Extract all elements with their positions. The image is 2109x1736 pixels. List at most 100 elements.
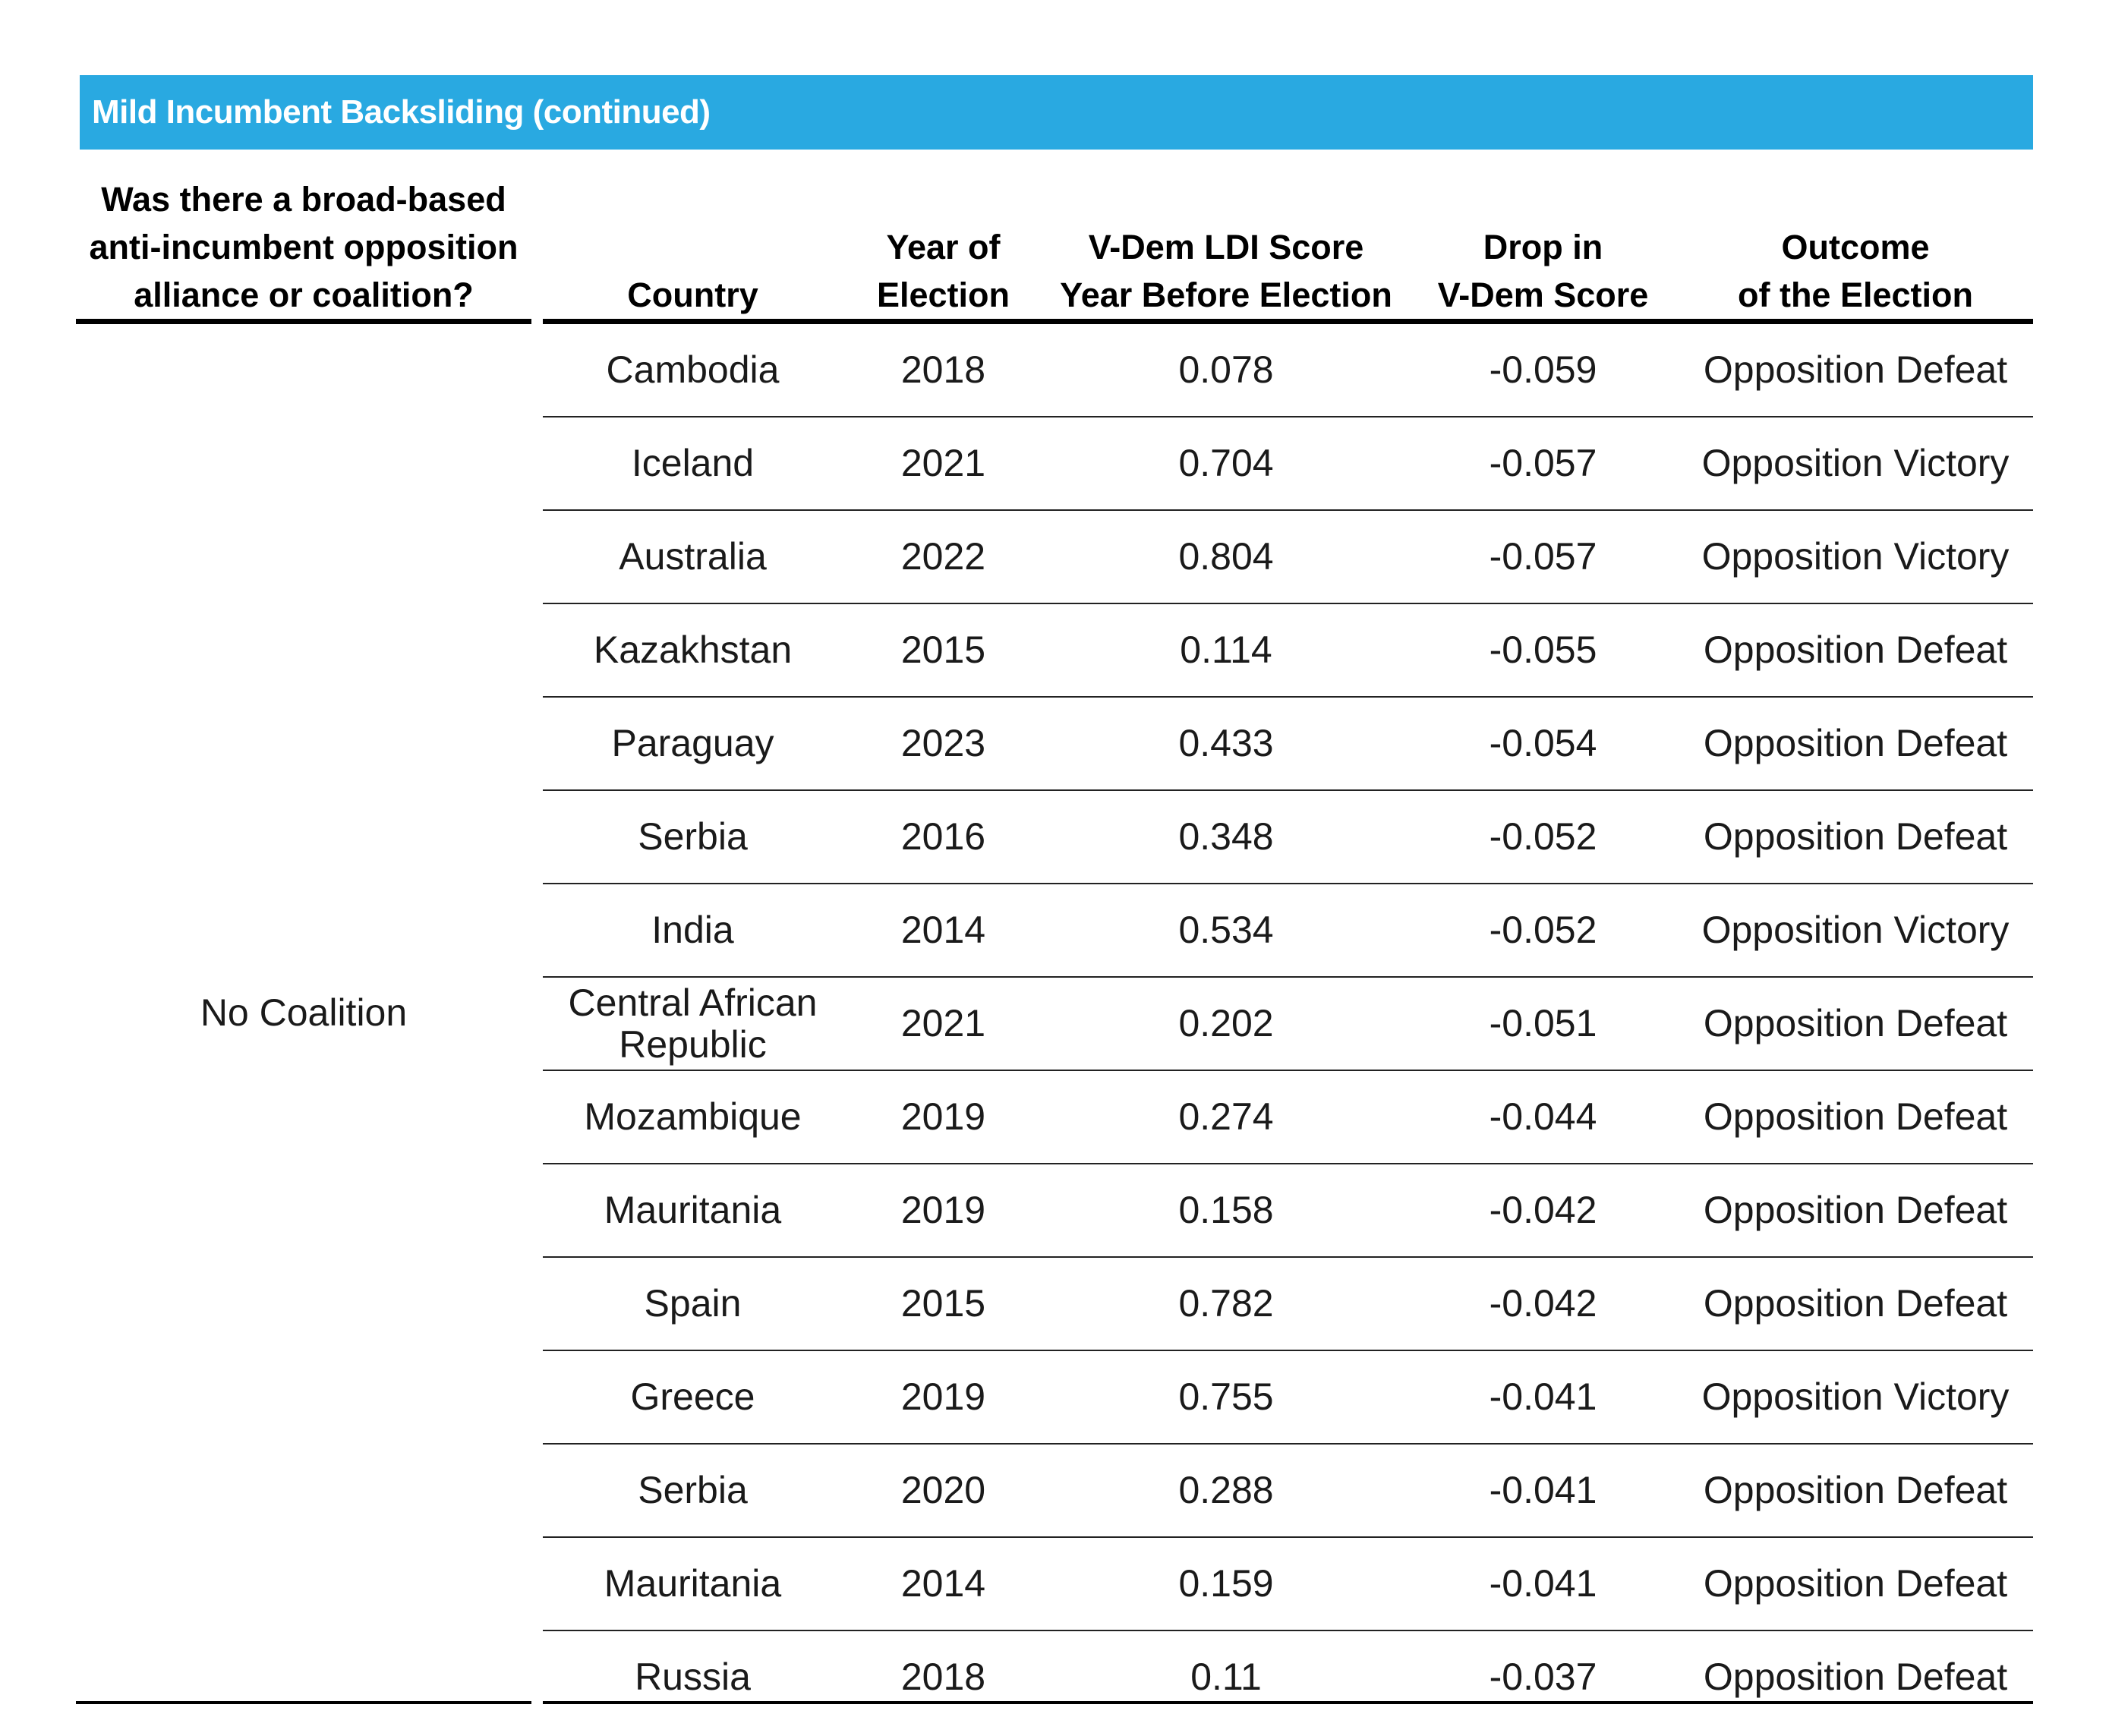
- coalition-header-line: anti-incumbent opposition: [89, 228, 519, 266]
- cell-ldi-score: 0.202: [1044, 977, 1408, 1071]
- table-row: Central African Republic 2021 0.202 -0.0…: [543, 977, 2033, 1071]
- column-header-label: V-Dem LDI Score: [1088, 228, 1364, 266]
- table-row: Mozambique 2019 0.274 -0.044 Opposition …: [543, 1070, 2033, 1164]
- column-header-score-drop: Drop in V-Dem Score: [1408, 173, 1678, 319]
- cell-ldi-score: 0.348: [1044, 790, 1408, 884]
- cell-score-drop: -0.042: [1408, 1164, 1678, 1258]
- column-header-outcome: Outcome of the Election: [1678, 173, 2033, 319]
- cell-year: 2019: [843, 1070, 1044, 1164]
- cell-country: Australia: [543, 510, 843, 604]
- cell-country: Mozambique: [543, 1070, 843, 1164]
- table-row: Spain 2015 0.782 -0.042 Opposition Defea…: [543, 1257, 2033, 1351]
- cell-country: Paraguay: [543, 697, 843, 791]
- cell-outcome: Opposition Defeat: [1703, 1656, 2008, 1698]
- cell-outcome: Opposition Defeat: [1678, 1257, 2033, 1351]
- cell-outcome: Opposition Defeat: [1678, 977, 2033, 1071]
- cell-year: 2023: [843, 697, 1044, 791]
- cell-country: Cambodia: [543, 324, 843, 417]
- cell-outcome: Opposition Defeat: [1678, 790, 2033, 884]
- cell-outcome: Opposition Defeat: [1678, 1444, 2033, 1538]
- cell-score-drop: -0.055: [1408, 603, 1678, 698]
- cell-country: Serbia: [543, 1444, 843, 1538]
- table-row: Mauritania 2019 0.158 -0.042 Opposition …: [543, 1164, 2033, 1258]
- cell-ldi-score: 0.804: [1044, 510, 1408, 604]
- table-body: Cambodia 2018 0.078 -0.059 Opposition De…: [543, 324, 2033, 1723]
- column-header-year: Year of Election: [843, 173, 1044, 319]
- cell-outcome: Opposition Defeat: [1678, 697, 2033, 791]
- cell-country: Mauritania: [543, 1537, 843, 1631]
- cell-score-drop: -0.041: [1408, 1350, 1678, 1445]
- coalition-group-label: No Coalition: [200, 991, 408, 1034]
- table-row: Australia 2022 0.804 -0.057 Opposition V…: [543, 510, 2033, 604]
- cell-score-drop: -0.044: [1408, 1070, 1678, 1164]
- table-row: Paraguay 2023 0.433 -0.054 Opposition De…: [543, 697, 2033, 791]
- cell-outcome: Opposition Defeat: [1678, 324, 2033, 417]
- cell-country: Greece: [543, 1350, 843, 1445]
- table-row: Serbia 2016 0.348 -0.052 Opposition Defe…: [543, 790, 2033, 884]
- cell-score-drop: -0.052: [1408, 884, 1678, 978]
- cell-score-drop: -0.037: [1489, 1656, 1597, 1698]
- cell-country: Kazakhstan: [543, 603, 843, 698]
- table-row: Russia 2018 0.11 -0.037 Opposition Defea…: [543, 1630, 2033, 1723]
- coalition-header-line: Was there a broad-based: [101, 180, 506, 219]
- cell-country: Iceland: [543, 417, 843, 511]
- cell-ldi-score: 0.114: [1044, 603, 1408, 698]
- cell-outcome: Opposition Victory: [1678, 884, 2033, 978]
- column-header-ldi-score: V-Dem LDI Score Year Before Election: [1044, 173, 1408, 319]
- cell-outcome: Opposition Victory: [1678, 417, 2033, 511]
- cell-country: Central African Republic: [543, 977, 843, 1071]
- cell-ldi-score: 0.078: [1044, 324, 1408, 417]
- cell-ldi-score: 0.274: [1044, 1070, 1408, 1164]
- header-underline-left: [76, 319, 531, 324]
- section-title-bar: Mild Incumbent Backsliding (continued): [80, 75, 2033, 150]
- table-row: Serbia 2020 0.288 -0.041 Opposition Defe…: [543, 1444, 2033, 1538]
- cell-ldi-score: 0.755: [1044, 1350, 1408, 1445]
- cell-ldi-score: 0.782: [1044, 1257, 1408, 1351]
- cell-ldi-score: 0.158: [1044, 1164, 1408, 1258]
- cell-ldi-score: 0.433: [1044, 697, 1408, 791]
- header-underline-right: [543, 319, 2033, 324]
- cell-year: 2015: [843, 1257, 1044, 1351]
- column-header-label: Year of: [886, 228, 1001, 266]
- cell-year: 2014: [843, 1537, 1044, 1631]
- table-row: Cambodia 2018 0.078 -0.059 Opposition De…: [543, 324, 2033, 417]
- cell-ldi-score: 0.704: [1044, 417, 1408, 511]
- cell-outcome: Opposition Defeat: [1678, 603, 2033, 698]
- column-header-label: Year Before Election: [1060, 276, 1392, 314]
- cell-score-drop: -0.057: [1408, 510, 1678, 604]
- cell-outcome: Opposition Defeat: [1678, 1537, 2033, 1631]
- cell-score-drop: -0.054: [1408, 697, 1678, 791]
- column-header-label: Drop in: [1483, 228, 1603, 266]
- cell-country: Serbia: [543, 790, 843, 884]
- cell-outcome: Opposition Victory: [1678, 1350, 2033, 1445]
- section-title: Mild Incumbent Backsliding (continued): [92, 93, 711, 131]
- table-row: India 2014 0.534 -0.052 Opposition Victo…: [543, 884, 2033, 978]
- cell-score-drop: -0.041: [1408, 1444, 1678, 1538]
- coalition-column-header: Was there a broad-based anti-incumbent o…: [76, 173, 531, 319]
- table-column-headers: Country Year of Election V-Dem LDI Score…: [543, 173, 2033, 319]
- cell-year: 2015: [843, 603, 1044, 698]
- table-row: Iceland 2021 0.704 -0.057 Opposition Vic…: [543, 417, 2033, 511]
- cell-ldi-score: 0.534: [1044, 884, 1408, 978]
- coalition-header-line: alliance or coalition?: [134, 276, 474, 314]
- cell-country: Spain: [543, 1257, 843, 1351]
- cell-ldi-score: 0.159: [1044, 1537, 1408, 1631]
- column-header-label: Country: [627, 276, 758, 314]
- cell-year: 2014: [843, 884, 1044, 978]
- table-row: Mauritania 2014 0.159 -0.041 Opposition …: [543, 1537, 2033, 1631]
- table-bottom-rule-left: [76, 1701, 531, 1704]
- table-bottom-rule-right: [543, 1701, 2033, 1704]
- cell-score-drop: -0.052: [1408, 790, 1678, 884]
- cell-year: 2018: [900, 1656, 986, 1698]
- cell-country: Russia: [635, 1656, 751, 1698]
- cell-year: 2016: [843, 790, 1044, 884]
- column-header-country: Country: [543, 173, 843, 319]
- cell-score-drop: -0.059: [1408, 324, 1678, 417]
- cell-country: India: [543, 884, 843, 978]
- cell-score-drop: -0.051: [1408, 977, 1678, 1071]
- cell-year: 2022: [843, 510, 1044, 604]
- column-header-label: Outcome: [1781, 228, 1930, 266]
- cell-year: 2019: [843, 1164, 1044, 1258]
- column-header-label: V-Dem Score: [1437, 276, 1649, 314]
